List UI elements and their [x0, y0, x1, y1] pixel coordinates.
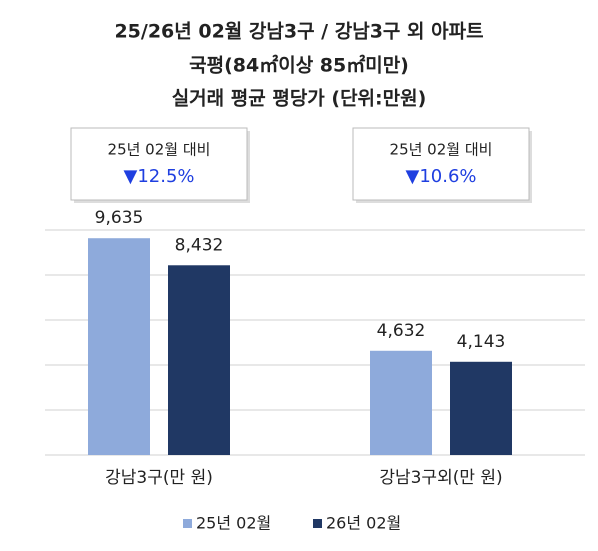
data-label: 4,143	[457, 332, 506, 352]
legend-label: 25년 02월	[196, 514, 271, 533]
data-label: 9,635	[95, 208, 144, 228]
bar	[168, 265, 230, 455]
annotation-text: 25년 02월 대비	[390, 141, 493, 159]
annotation-box	[352, 127, 530, 201]
data-label: 4,632	[377, 321, 426, 341]
chart-title: 25/26년 02월 강남3구 / 강남3구 외 아파트	[114, 21, 483, 43]
x-tick-label: 강남3구외(만 원)	[379, 468, 502, 488]
legend-label: 26년 02월	[326, 514, 401, 533]
chart-title: 국평(84㎡이상 85㎡미만)	[189, 54, 409, 77]
annotation-box	[70, 127, 248, 201]
annotation-change: ▼12.5%	[123, 166, 194, 187]
legend-swatch	[183, 519, 192, 528]
bar	[88, 238, 150, 455]
chart-title: 실거래 평균 평당가 (단위:만원)	[172, 88, 427, 110]
x-tick-label: 강남3구(만 원)	[105, 468, 213, 488]
annotation-change: ▼10.6%	[405, 166, 476, 187]
bar	[450, 361, 512, 455]
bar	[370, 350, 432, 455]
legend-swatch	[313, 519, 322, 528]
data-label: 8,432	[175, 235, 224, 255]
annotation-text: 25년 02월 대비	[108, 141, 211, 159]
